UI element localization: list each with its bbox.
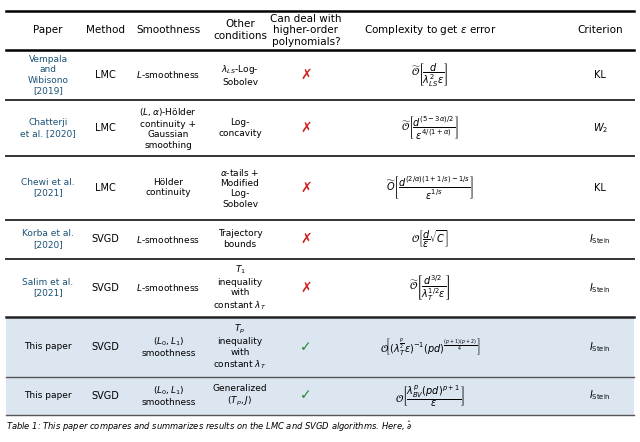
FancyBboxPatch shape (6, 317, 634, 377)
Text: $\widetilde{O}\left[\dfrac{d^{(2/\alpha)(1+1/s)-1/s}}{\varepsilon^{1/s}}\right]$: $\widetilde{O}\left[\dfrac{d^{(2/\alpha)… (386, 174, 474, 201)
Text: Log-
concavity: Log- concavity (218, 118, 262, 137)
Text: ✗: ✗ (300, 68, 312, 82)
Text: LMC: LMC (95, 70, 116, 80)
Text: $T_p$
inequality
with
constant $\lambda_T$: $T_p$ inequality with constant $\lambda_… (213, 323, 267, 371)
Text: This paper: This paper (24, 342, 72, 351)
Text: Generalized
$(T_p, J)$: Generalized $(T_p, J)$ (212, 384, 268, 408)
Text: Chewi et al.
[2021]: Chewi et al. [2021] (21, 178, 75, 197)
Text: KL: KL (595, 183, 606, 193)
FancyBboxPatch shape (6, 377, 634, 415)
Text: ✗: ✗ (300, 281, 312, 295)
Text: This paper: This paper (24, 391, 72, 400)
Text: $\mathcal{O}\!\left[(\lambda_T^{\frac{p}{2}}\varepsilon)^{-1}(pd)^{\frac{(p+1)(p: $\mathcal{O}\!\left[(\lambda_T^{\frac{p}… (380, 336, 481, 357)
Text: Korba et al.
[2020]: Korba et al. [2020] (22, 229, 74, 249)
Text: SVGD: SVGD (92, 342, 120, 352)
Text: $I_{\mathrm{Stein}}$: $I_{\mathrm{Stein}}$ (589, 281, 611, 295)
Text: $\widetilde{\mathcal{O}}\left[\dfrac{d^{3/2}}{\lambda_T^{1/2}\varepsilon}\right]: $\widetilde{\mathcal{O}}\left[\dfrac{d^{… (410, 273, 451, 303)
Text: Table 1: This paper compares and summarizes results on the LMC and SVGD algorith: Table 1: This paper compares and summari… (6, 419, 413, 434)
Text: $\widetilde{\mathcal{O}}\left[\dfrac{d}{\lambda_{LS}^2\varepsilon}\right]$: $\widetilde{\mathcal{O}}\left[\dfrac{d}{… (412, 61, 449, 89)
Text: Vempala
and
Wibisono
[2019]: Vempala and Wibisono [2019] (28, 55, 68, 95)
Text: Chatterji
et al. [2020]: Chatterji et al. [2020] (20, 118, 76, 137)
Text: ✓: ✓ (300, 340, 312, 354)
Text: $I_{\mathrm{Stein}}$: $I_{\mathrm{Stein}}$ (589, 232, 611, 246)
Text: Complexity to get $\varepsilon$ error: Complexity to get $\varepsilon$ error (364, 23, 497, 37)
Text: ✗: ✗ (300, 232, 312, 246)
Text: $I_{\mathrm{Stein}}$: $I_{\mathrm{Stein}}$ (589, 389, 611, 403)
Text: Can deal with
higher-order
polynomials?: Can deal with higher-order polynomials? (270, 14, 342, 47)
Text: $\mathcal{O}\left[\dfrac{d}{\varepsilon}\sqrt{C}\right]$: $\mathcal{O}\left[\dfrac{d}{\varepsilon}… (411, 229, 449, 250)
Text: $(L_0, L_1)$
smoothness: $(L_0, L_1)$ smoothness (141, 384, 195, 407)
Text: $\alpha$-tails +
Modified
Log-
Sobolev: $\alpha$-tails + Modified Log- Sobolev (220, 167, 260, 209)
Text: LMC: LMC (95, 123, 116, 133)
Text: $L$-smoothness: $L$-smoothness (136, 234, 200, 244)
Text: $W_2$: $W_2$ (593, 121, 608, 135)
Text: ✗: ✗ (300, 181, 312, 194)
Text: $T_1$
inequality
with
constant $\lambda_T$: $T_1$ inequality with constant $\lambda_… (213, 264, 267, 312)
Text: Paper: Paper (33, 25, 63, 35)
Text: SVGD: SVGD (92, 234, 120, 244)
Text: $\mathcal{O}\left[\dfrac{\lambda_{BV}^p(pd)^{p+1}}{\varepsilon}\right]$: $\mathcal{O}\left[\dfrac{\lambda_{BV}^p(… (395, 383, 465, 408)
Text: Hölder
continuity: Hölder continuity (145, 178, 191, 197)
Text: ✗: ✗ (300, 121, 312, 135)
Text: $(L_0, L_1)$
smoothness: $(L_0, L_1)$ smoothness (141, 335, 195, 358)
Text: LMC: LMC (95, 183, 116, 193)
Text: $\widetilde{\mathcal{O}}\left[\dfrac{d^{(5-3\alpha)/2}}{\varepsilon^{4/(1+\alpha: $\widetilde{\mathcal{O}}\left[\dfrac{d^{… (401, 114, 459, 141)
Text: Criterion: Criterion (577, 25, 623, 35)
Text: $L$-smoothness: $L$-smoothness (136, 282, 200, 293)
Text: Method: Method (86, 25, 125, 35)
Text: $I_{\mathrm{Stein}}$: $I_{\mathrm{Stein}}$ (589, 340, 611, 354)
Text: $\lambda_{LS}$-Log-
Sobolev: $\lambda_{LS}$-Log- Sobolev (221, 63, 259, 87)
Text: ✓: ✓ (300, 389, 312, 403)
Text: $L$-smoothness: $L$-smoothness (136, 69, 200, 80)
Text: SVGD: SVGD (92, 283, 120, 293)
Text: Trajectory
bounds: Trajectory bounds (218, 229, 262, 249)
Text: Salim et al.
[2021]: Salim et al. [2021] (22, 278, 74, 297)
Text: Other
conditions: Other conditions (213, 19, 267, 41)
Text: SVGD: SVGD (92, 391, 120, 400)
Text: Smoothness: Smoothness (136, 25, 200, 35)
Text: $(L,\alpha)$-Hölder
continuity +
Gaussian
smoothing: $(L,\alpha)$-Hölder continuity + Gaussia… (140, 107, 197, 149)
Text: KL: KL (595, 70, 606, 80)
